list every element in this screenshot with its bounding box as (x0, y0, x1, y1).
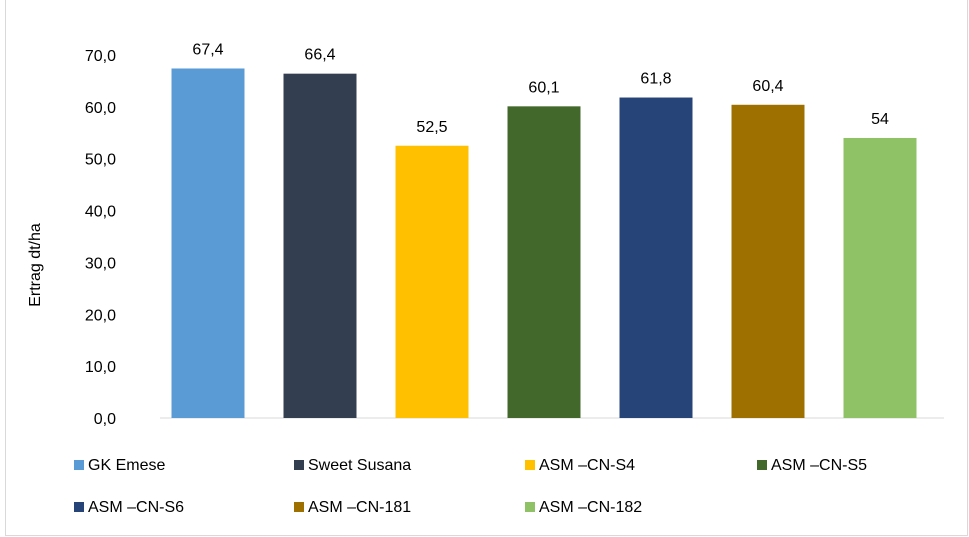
legend-label: ASM –CN-S4 (539, 457, 635, 474)
data-labels: 67,4 66,4 52,5 60,1 61,8 60,4 54 (192, 41, 889, 135)
bar (619, 97, 693, 418)
data-label: 52,5 (416, 119, 447, 136)
legend-label: GK Emese (88, 457, 165, 474)
y-tick-label: 30,0 (85, 255, 116, 272)
y-tick-label: 50,0 (85, 152, 116, 169)
y-axis-ticks: 0,0 10,0 20,0 30,0 40,0 50,0 60,0 70,0 (85, 48, 116, 428)
bar (171, 68, 245, 419)
bar (843, 137, 917, 418)
legend-swatch (757, 460, 767, 470)
legend-label: ASM –CN-182 (539, 499, 642, 516)
data-label: 60,1 (528, 79, 559, 96)
legend-label: ASM –CN-S6 (88, 499, 184, 516)
y-tick-label: 70,0 (85, 48, 116, 65)
legend-swatch (525, 502, 535, 512)
data-label: 60,4 (752, 78, 783, 95)
y-tick-label: 0,0 (94, 411, 116, 428)
data-label: 67,4 (192, 41, 223, 58)
data-label: 66,4 (304, 47, 335, 64)
legend-swatch (525, 460, 535, 470)
legend: GK Emese Sweet Susana ASM –CN-S4 ASM –CN-S5… (74, 457, 867, 516)
legend-label: ASM –CN-181 (308, 499, 411, 516)
legend-swatch (74, 460, 84, 470)
data-label: 61,8 (640, 71, 671, 88)
legend-swatch (294, 460, 304, 470)
y-tick-label: 60,0 (85, 100, 116, 117)
bar (507, 106, 581, 419)
legend-label: ASM –CN-S5 (771, 457, 867, 474)
bar (283, 73, 357, 418)
y-axis-title: Ertrag dt/ha (27, 223, 44, 307)
legend-swatch (294, 502, 304, 512)
legend-swatch (74, 502, 84, 512)
legend-label: Sweet Susana (308, 457, 411, 474)
data-label: 54 (871, 111, 889, 128)
bars (171, 68, 917, 419)
y-tick-label: 20,0 (85, 307, 116, 324)
bar (731, 104, 805, 418)
bar (395, 145, 469, 418)
chart-frame (5, 0, 968, 536)
y-tick-label: 10,0 (85, 359, 116, 376)
y-tick-label: 40,0 (85, 204, 116, 221)
